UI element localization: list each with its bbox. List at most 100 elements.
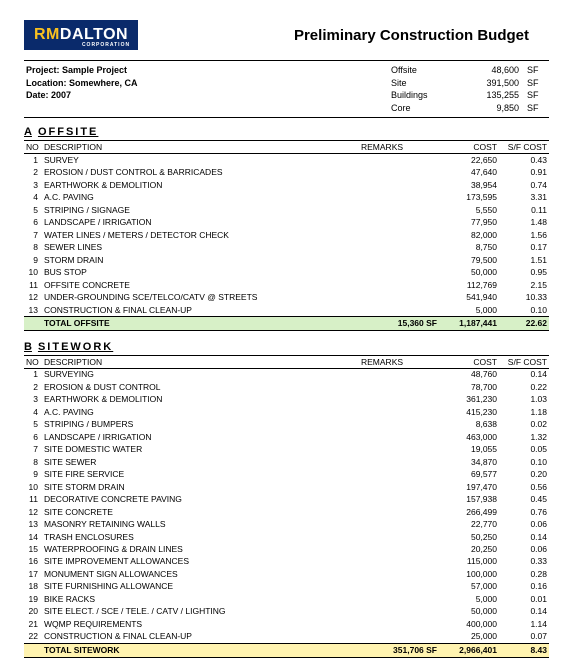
cell-desc: UNDER-GROUNDING SCE/TELCO/CATV @ STREETS — [42, 292, 359, 304]
table-row: 7SITE DOMESTIC WATER19,0550.05 — [24, 444, 549, 456]
cell-remarks — [359, 381, 439, 393]
table-row: 13MASONRY RETAINING WALLS22,7700.06 — [24, 519, 549, 531]
cell-desc: SITE IMPROVEMENT ALLOWANCES — [42, 556, 359, 568]
cell-cost: 69,577 — [439, 469, 499, 481]
cell-remarks — [359, 618, 439, 630]
summary-unit: SF — [527, 102, 547, 115]
cell-desc: SEWER LINES — [42, 242, 359, 254]
cell-remarks — [359, 217, 439, 229]
cell-cost: 415,230 — [439, 406, 499, 418]
table-row: 17MONUMENT SIGN ALLOWANCES100,0000.28 — [24, 568, 549, 580]
cell-desc: STORM DRAIN — [42, 254, 359, 266]
table-row: 1SURVEY22,6500.43 — [24, 154, 549, 167]
table-row: 11DECORATIVE CONCRETE PAVING157,9380.45 — [24, 494, 549, 506]
cell-sf: 0.33 — [499, 556, 549, 568]
cell-sf: 0.56 — [499, 481, 549, 493]
table-row: 20SITE ELECT. / SCE / TELE. / CATV / LIG… — [24, 606, 549, 618]
cell-no: 16 — [24, 556, 42, 568]
cell-no: 22 — [24, 631, 42, 644]
cell-no: 13 — [24, 519, 42, 531]
cell-cost: 463,000 — [439, 431, 499, 443]
col-remarks: REMARKS — [359, 355, 439, 368]
cell-no: 17 — [24, 568, 42, 580]
cell-cost: 22,650 — [439, 154, 499, 167]
cell-no: 9 — [24, 254, 42, 266]
cell-no: 15 — [24, 544, 42, 556]
cell-remarks — [359, 469, 439, 481]
cell-no: 12 — [24, 506, 42, 518]
total-remarks: 351,706 SF — [359, 644, 439, 657]
cell-cost: 112,769 — [439, 279, 499, 291]
table-row: 21WQMP REQUIREMENTS400,0001.14 — [24, 618, 549, 630]
table-row: 9STORM DRAIN79,5001.51 — [24, 254, 549, 266]
cell-sf: 1.56 — [499, 229, 549, 241]
col-cost: COST — [439, 141, 499, 154]
total-label: TOTAL OFFSITE — [42, 317, 359, 330]
table-row: 1SURVEYING48,7600.14 — [24, 368, 549, 381]
cell-no: 1 — [24, 154, 42, 167]
project-name: Project: Sample Project — [26, 64, 138, 77]
summary-unit: SF — [527, 89, 547, 102]
cell-cost: 361,230 — [439, 394, 499, 406]
cell-cost: 22,770 — [439, 519, 499, 531]
table-row: 4A.C. PAVING173,5953.31 — [24, 192, 549, 204]
cell-sf: 0.76 — [499, 506, 549, 518]
table-row: 22CONSTRUCTION & FINAL CLEAN-UP25,0000.0… — [24, 631, 549, 644]
cell-cost: 115,000 — [439, 556, 499, 568]
summary-unit: SF — [527, 64, 547, 77]
table-row: 5STRIPING / SIGNAGE5,5500.11 — [24, 204, 549, 216]
cell-sf: 3.31 — [499, 192, 549, 204]
cell-sf: 1.48 — [499, 217, 549, 229]
cell-no: 9 — [24, 469, 42, 481]
total-row: TOTAL OFFSITE15,360 SF1,187,44122.62 — [24, 317, 549, 330]
cell-no: 12 — [24, 292, 42, 304]
col-desc: DESCRIPTION — [42, 141, 359, 154]
cell-sf: 0.06 — [499, 544, 549, 556]
cell-cost: 5,550 — [439, 204, 499, 216]
table-row: 12UNDER-GROUNDING SCE/TELCO/CATV @ STREE… — [24, 292, 549, 304]
cell-desc: STRIPING / BUMPERS — [42, 419, 359, 431]
cell-remarks — [359, 456, 439, 468]
cell-cost: 157,938 — [439, 494, 499, 506]
summary-value: 48,600 — [459, 64, 519, 77]
logo: RMDALTON CORPORATION — [24, 20, 138, 50]
cell-sf: 0.14 — [499, 531, 549, 543]
cell-sf: 10.33 — [499, 292, 549, 304]
cell-no: 8 — [24, 242, 42, 254]
cell-desc: SURVEYING — [42, 368, 359, 381]
cell-no: 6 — [24, 431, 42, 443]
cell-desc: A.C. PAVING — [42, 406, 359, 418]
cell-sf: 0.02 — [499, 419, 549, 431]
cell-no: 8 — [24, 456, 42, 468]
cell-sf: 1.14 — [499, 618, 549, 630]
total-sf: 22.62 — [499, 317, 549, 330]
cell-remarks — [359, 631, 439, 644]
cell-desc: SITE CONCRETE — [42, 506, 359, 518]
table-row: 19BIKE RACKS5,0000.01 — [24, 593, 549, 605]
cell-cost: 197,470 — [439, 481, 499, 493]
cell-desc: OFFSITE CONCRETE — [42, 279, 359, 291]
total-row: TOTAL SITEWORK351,706 SF2,966,4018.43 — [24, 644, 549, 657]
project-info: Project: Sample Project Location: Somewh… — [24, 60, 549, 118]
col-no: NO — [24, 355, 42, 368]
section-title: BSITEWORK — [24, 341, 549, 353]
total-sf: 8.43 — [499, 644, 549, 657]
cell-cost: 400,000 — [439, 618, 499, 630]
cell-no: 1 — [24, 368, 42, 381]
table-row: 2EROSION & DUST CONTROL78,7000.22 — [24, 381, 549, 393]
summary-label: Site — [391, 77, 451, 90]
cell-sf: 0.22 — [499, 381, 549, 393]
cell-remarks — [359, 406, 439, 418]
cell-sf: 1.32 — [499, 431, 549, 443]
cell-sf: 0.10 — [499, 304, 549, 317]
cell-remarks — [359, 556, 439, 568]
cell-desc: SURVEY — [42, 154, 359, 167]
cell-sf: 0.16 — [499, 581, 549, 593]
cell-desc: WATERPROOFING & DRAIN LINES — [42, 544, 359, 556]
cell-cost: 77,950 — [439, 217, 499, 229]
col-sfcost: S/F COST — [499, 355, 549, 368]
cell-cost: 5,000 — [439, 304, 499, 317]
cell-sf: 1.51 — [499, 254, 549, 266]
cell-sf: 0.07 — [499, 631, 549, 644]
cell-remarks — [359, 254, 439, 266]
